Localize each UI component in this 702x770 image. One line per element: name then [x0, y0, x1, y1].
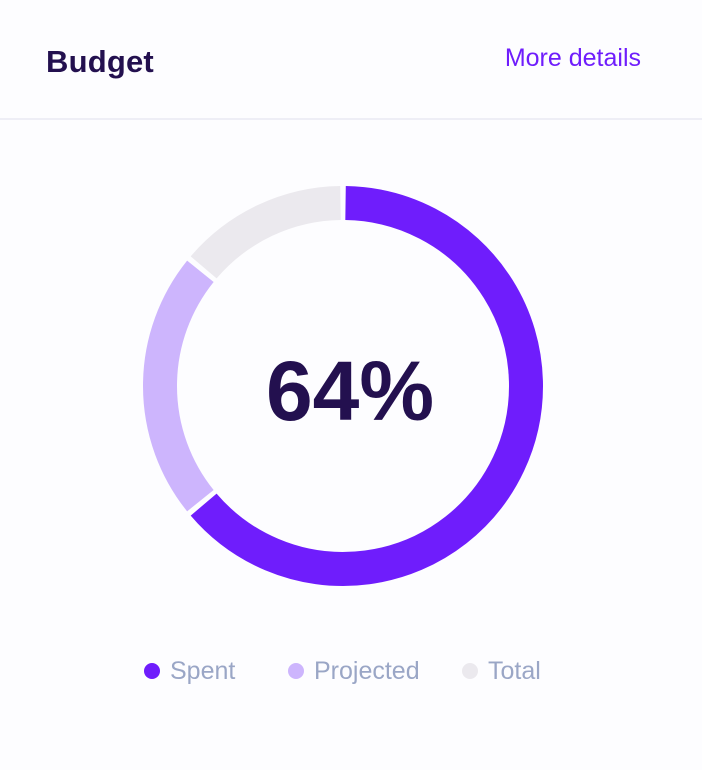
donut-slice-spent [190, 186, 543, 586]
legend-item-spent: Spent [144, 654, 235, 688]
chart-legend: Spent Projected Total [0, 654, 702, 688]
legend-label-total: Total [488, 656, 541, 685]
card-title: Budget [46, 44, 154, 79]
legend-label-projected: Projected [314, 656, 420, 685]
more-details-link[interactable]: More details [504, 44, 641, 72]
donut-slice-total [190, 186, 342, 279]
donut-slice-projected [143, 260, 214, 512]
legend-dot-spent [144, 663, 160, 679]
legend-label-spent: Spent [170, 656, 236, 685]
legend-item-projected: Projected [288, 654, 420, 688]
center-percentage-label: 64% [266, 344, 434, 438]
donut-chart: 64% [0, 120, 702, 620]
legend-dot-total [462, 663, 478, 679]
card-header: Budget More details [0, 0, 702, 120]
legend-dot-projected [288, 663, 304, 679]
legend-item-total: Total [462, 654, 541, 688]
donut-chart-svg: 64% [143, 186, 543, 586]
